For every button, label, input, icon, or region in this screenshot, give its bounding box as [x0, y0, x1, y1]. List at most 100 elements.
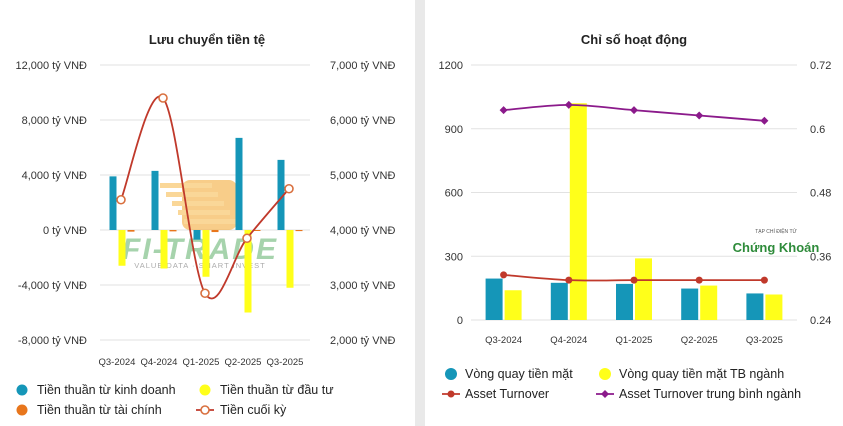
legend-swatch: [199, 384, 211, 396]
fi-trade-logo-stripe: [172, 201, 224, 206]
point-asset-turnover-trung-binh-nganh: [499, 106, 508, 115]
legend-label: Tiền thuần từ tài chính: [37, 403, 162, 417]
bar-tien-thuan-tu-dau-tu: [286, 230, 294, 288]
fi-trade-logo-stripe: [184, 219, 236, 224]
chart-title: Lưu chuyển tiền tệ: [149, 32, 265, 47]
point-asset-turnover: [565, 276, 573, 284]
y-right-tick-label: 0.48: [810, 188, 831, 200]
x-tick-label: Q4-2024: [141, 357, 178, 368]
activity-ratio-panel: Chỉ số hoạt động 0 300 600 900 1200 0.24 0.36 0.…: [425, 0, 843, 426]
y-right-tick-label: 6,000 tỷ VNĐ: [330, 115, 395, 127]
point-asset-turnover-trung-binh-nganh: [695, 111, 704, 120]
legend-label: Tiền thuần từ đầu tư: [220, 383, 334, 397]
bar-vong-quay-tien-mat: [485, 278, 503, 320]
point-tien-cuoi-ky: [158, 93, 168, 103]
y-left-tick-label: 0 tỷ VNĐ: [43, 225, 87, 237]
x-tick-label: Q3-2024: [485, 335, 522, 346]
point-asset-turnover: [630, 276, 638, 284]
y-left-tick-label: 900: [445, 124, 463, 136]
bar-tien-thuan-tu-dau-tu: [118, 230, 126, 266]
bar-tien-thuan-tu-dau-tu: [202, 230, 210, 277]
bar-vong-quay-tien-mat-tb-nganh: [504, 290, 522, 320]
line-tien-cuoi-ky: [120, 95, 290, 300]
bar-vong-quay-tien-mat: [681, 288, 699, 320]
x-tick-label: Q3-2024: [99, 357, 136, 368]
legend-swatch: [599, 368, 611, 380]
bar-vong-quay-tien-mat-tb-nganh: [700, 285, 718, 320]
fi-trade-logo-stripe: [178, 210, 230, 215]
point-asset-turnover-trung-binh-nganh: [630, 106, 638, 115]
y-right-tick-label: 0.24: [810, 315, 831, 327]
bar-tien-thuan-tu-dau-tu: [244, 230, 252, 313]
bar-vong-quay-tien-mat-tb-nganh: [569, 103, 587, 320]
y-left-tick-label: 1200: [439, 60, 463, 72]
bar-tien-thuan-tu-tai-chinh: [211, 230, 219, 233]
x-tick-label: Q1-2025: [183, 357, 220, 368]
y-right-tick-label: 0.6: [810, 124, 825, 136]
x-tick-label: Q2-2025: [681, 335, 718, 346]
y-left-tick-label: -4,000 tỷ VNĐ: [18, 280, 87, 292]
point-tien-cuoi-ky: [242, 233, 252, 244]
y-right-tick-label: 5,000 tỷ VNĐ: [330, 170, 395, 182]
bar-tien-thuan-tu-tai-chinh: [127, 230, 135, 232]
point-asset-turnover-trung-binh-nganh: [564, 100, 573, 109]
y-right-tick-label: 4,000 tỷ VNĐ: [330, 225, 395, 237]
bar-vong-quay-tien-mat-tb-nganh: [765, 294, 783, 320]
y-left-tick-label: 0: [457, 315, 463, 327]
y-right-tick-label: 2,000 tỷ VNĐ: [330, 335, 395, 347]
bar-tien-thuan-tu-kinh-doanh: [193, 230, 201, 240]
y-left-tick-label: 4,000 tỷ VNĐ: [22, 170, 87, 182]
y-right-tick-label: 0.72: [810, 60, 831, 72]
legend-swatch-marker: [200, 405, 210, 415]
chung-khoan-wordmark: Chứng Khoán: [733, 240, 820, 255]
bar-tien-thuan-tu-tai-chinh: [295, 230, 303, 232]
x-tick-label: Q4-2024: [550, 335, 587, 346]
legend-swatch-marker: [447, 390, 455, 398]
fi-trade-logo-stripe: [166, 192, 218, 197]
legend-swatch: [445, 368, 457, 380]
legend-swatch: [16, 404, 28, 416]
activity-ratio-chart: Chỉ số hoạt động 0 300 600 900 1200 0.24 0.36 0.…: [439, 32, 832, 401]
bar-tien-thuan-tu-kinh-doanh: [109, 176, 117, 230]
bar-tien-thuan-tu-kinh-doanh: [235, 137, 243, 230]
y-right-tick-label: 7,000 tỷ VNĐ: [330, 60, 395, 72]
legend-label: Asset Turnover trung bình ngành: [619, 387, 801, 401]
y-left-tick-label: 8,000 tỷ VNĐ: [22, 115, 87, 127]
x-tick-label: Q3-2025: [267, 357, 304, 368]
y-left-tick-label: -8,000 tỷ VNĐ: [18, 335, 87, 347]
y-right-tick-label: 0.36: [810, 251, 831, 263]
x-tick-label: Q1-2025: [616, 335, 653, 346]
point-asset-turnover: [500, 271, 508, 279]
point-asset-turnover: [695, 276, 703, 284]
x-tick-label: Q3-2025: [746, 335, 783, 346]
point-tien-cuoi-ky: [116, 194, 126, 205]
legend-swatch-marker: [601, 390, 609, 398]
bar-tien-thuan-tu-dau-tu: [160, 230, 168, 269]
point-asset-turnover-trung-binh-nganh: [760, 116, 769, 125]
bar-tien-thuan-tu-kinh-doanh: [151, 170, 159, 230]
legend-label: Tiền cuối kỳ: [220, 403, 287, 417]
y-left-tick-label: 12,000 tỷ VNĐ: [15, 60, 87, 72]
bar-vong-quay-tien-mat: [550, 282, 568, 320]
y-left-tick-label: 300: [445, 251, 463, 263]
bar-tien-thuan-tu-tai-chinh: [169, 230, 177, 232]
fi-trade-logo-stripe: [160, 183, 212, 188]
legend-swatch: [16, 384, 28, 396]
y-left-tick-label: 600: [445, 188, 463, 200]
point-tien-cuoi-ky: [284, 183, 294, 194]
fi-trade-tagline: VALUE DATA · SMART INVEST: [134, 261, 265, 270]
chart-title: Chỉ số hoạt động: [581, 32, 687, 47]
chung-khoan-watermark: TẠP CHÍ ĐIỆN TỬ Chứng Khoán: [733, 227, 820, 255]
bar-vong-quay-tien-mat-tb-nganh: [635, 258, 652, 320]
legend-label: Tiền thuần từ kinh doanh: [37, 383, 176, 397]
bar-vong-quay-tien-mat: [746, 293, 764, 320]
y-right-tick-label: 3,000 tỷ VNĐ: [330, 280, 395, 292]
legend-label: Vòng quay tiền mặt: [465, 367, 573, 381]
cash-flow-chart: Lưu chuyển tiền tệ -8,000 tỷ VNĐ -4,000 tỷ…: [15, 32, 395, 417]
chung-khoan-tagline: TẠP CHÍ ĐIỆN TỬ: [755, 227, 797, 235]
cash-flow-panel: Lưu chuyển tiền tệ -8,000 tỷ VNĐ -4,000 tỷ…: [0, 0, 415, 426]
bar-tien-thuan-tu-kinh-doanh: [277, 159, 285, 230]
legend-label: Asset Turnover: [465, 387, 549, 401]
point-asset-turnover: [760, 276, 768, 284]
